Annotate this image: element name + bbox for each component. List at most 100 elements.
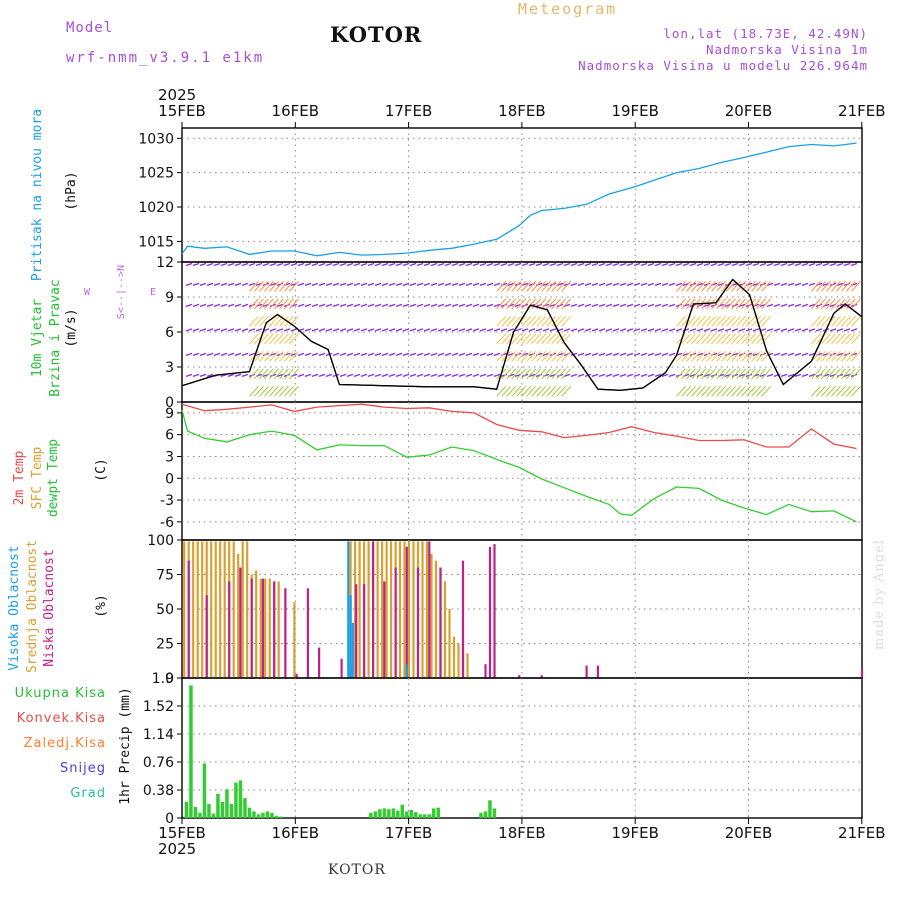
wind-gust-barb bbox=[546, 333, 557, 345]
wind-barb bbox=[297, 373, 305, 377]
wind-gust-barb bbox=[826, 350, 836, 362]
wind-barb bbox=[451, 303, 459, 307]
cloud-bar bbox=[340, 658, 343, 678]
precipitation-bar bbox=[202, 763, 207, 818]
wind-barb bbox=[682, 328, 690, 332]
wind-barb bbox=[598, 282, 606, 286]
wind-gust-barb bbox=[259, 280, 269, 292]
wind-gust-barb bbox=[751, 280, 761, 292]
precipitation-bar bbox=[423, 814, 427, 818]
temp-axis-label-2: SFC Temp bbox=[30, 446, 45, 510]
wind-barb bbox=[423, 303, 431, 307]
wind-gust-barb bbox=[561, 368, 572, 380]
wind-gust-barb bbox=[541, 315, 552, 327]
wind-barb bbox=[493, 282, 501, 286]
wind-gust-barb bbox=[526, 368, 537, 380]
wind-gust-barb bbox=[521, 368, 532, 380]
wind-gust-barb bbox=[496, 333, 507, 345]
wind-barb bbox=[199, 373, 207, 377]
cloud-bar bbox=[540, 675, 543, 678]
wind-barb bbox=[808, 352, 816, 356]
cloud-bar bbox=[518, 675, 521, 678]
wind-barb bbox=[710, 328, 718, 332]
cloud-bar bbox=[255, 570, 258, 678]
pressure-ytick-label: 1030 bbox=[138, 131, 174, 147]
wind-barb bbox=[381, 373, 389, 377]
wind-barb bbox=[451, 373, 459, 377]
wind-gust-barb bbox=[736, 368, 746, 380]
location-title: KOTOR bbox=[330, 22, 423, 47]
cloud-bar bbox=[461, 560, 465, 678]
wind-gust-barb bbox=[289, 385, 299, 397]
wind-barb bbox=[458, 262, 466, 267]
wind-barb bbox=[528, 262, 536, 267]
wind-gust-barb bbox=[536, 333, 547, 345]
wind-barb bbox=[591, 328, 599, 332]
wind-gust-barb bbox=[511, 368, 522, 380]
wind-gust-barb bbox=[546, 298, 557, 310]
wind-gust-barb bbox=[546, 350, 557, 362]
wind-gust-barb bbox=[851, 298, 861, 310]
wind-gust-barb bbox=[259, 315, 269, 327]
wind-barb bbox=[213, 352, 221, 356]
wind-gust-barb bbox=[731, 298, 741, 310]
wind-barb bbox=[360, 282, 368, 286]
wind-gust-barb bbox=[506, 315, 517, 327]
wind-gust-barb bbox=[706, 368, 716, 380]
cloud-bar bbox=[363, 584, 366, 678]
wind-barb bbox=[325, 262, 333, 267]
wind-barb bbox=[451, 282, 459, 286]
wind-barb bbox=[339, 352, 347, 356]
wind-barb bbox=[472, 282, 480, 286]
wind-barb bbox=[703, 328, 711, 332]
wind-gust-barb bbox=[836, 385, 846, 397]
wind-barb bbox=[619, 262, 627, 267]
wind-barb bbox=[360, 328, 368, 332]
wind-barb bbox=[367, 262, 375, 267]
x-axis-bottom-label: 21FEB bbox=[838, 824, 885, 842]
x-axis-bottom-label: 18FEB bbox=[498, 824, 545, 842]
wind-gust-barb bbox=[284, 333, 294, 345]
wind-barb bbox=[570, 282, 578, 286]
wind-barbs bbox=[181, 262, 863, 397]
wind-barb bbox=[409, 262, 417, 267]
wind-barb bbox=[745, 262, 753, 267]
wind-gust-barb bbox=[721, 385, 731, 397]
wind-barb bbox=[395, 282, 403, 286]
wind-barb bbox=[297, 352, 305, 356]
wind-barb bbox=[465, 262, 473, 267]
wind-gust-barb bbox=[811, 333, 821, 345]
wind-gust-barb bbox=[761, 350, 771, 362]
wind-barb bbox=[353, 282, 361, 286]
wind-barb bbox=[850, 262, 858, 267]
wind-barb bbox=[318, 328, 326, 332]
wind-barb bbox=[353, 303, 361, 307]
wind-barb bbox=[409, 352, 417, 356]
wind-barb bbox=[381, 352, 389, 356]
precipitation-bar bbox=[198, 812, 202, 818]
wind-barb bbox=[332, 303, 340, 307]
cloud-bar bbox=[318, 647, 321, 678]
wind-barb bbox=[612, 373, 620, 377]
wind-gust-barb bbox=[511, 280, 522, 292]
wind-barb bbox=[220, 328, 228, 332]
wind-gust-barb bbox=[676, 350, 686, 362]
wind-barb bbox=[437, 352, 445, 356]
wind-barb bbox=[626, 328, 634, 332]
precipitation-bar bbox=[274, 815, 279, 818]
wind-barb bbox=[234, 352, 242, 356]
wind-barb bbox=[780, 262, 788, 267]
wind-gust-barb bbox=[826, 280, 836, 292]
wind-barb bbox=[654, 328, 662, 332]
wind-gust-barb bbox=[259, 368, 269, 380]
wind-gust-barb bbox=[701, 333, 711, 345]
cloud-bar bbox=[349, 595, 352, 678]
wind-barb bbox=[192, 328, 200, 332]
cloud-bar bbox=[405, 664, 408, 678]
wind-gust-barb bbox=[811, 368, 821, 380]
wind-gust-barb bbox=[506, 298, 517, 310]
wind-barb bbox=[346, 352, 354, 356]
wind-barb bbox=[780, 282, 788, 286]
altitude-label: Nadmorska Visina 1m bbox=[706, 42, 868, 57]
wind-gust-barb bbox=[736, 350, 746, 362]
